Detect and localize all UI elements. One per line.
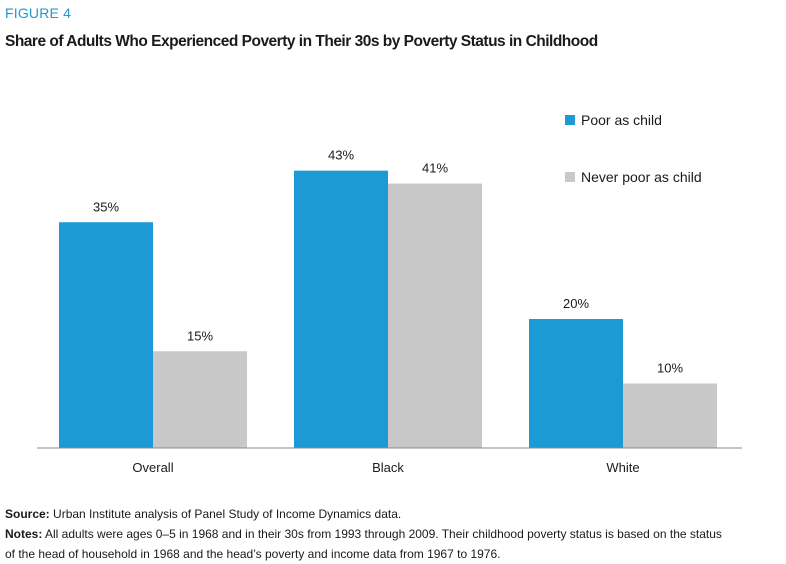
bar-black-poor (294, 170, 388, 448)
figure-label: FIGURE 4 (5, 5, 72, 21)
x-tick-label-overall: Overall (132, 460, 173, 475)
legend-label-poor: Poor as child (581, 112, 662, 128)
data-label-white-poor: 20% (563, 296, 589, 311)
chart-footer: Source: Urban Institute analysis of Pane… (5, 504, 785, 564)
notes-text-1: All adults were ages 0–5 in 1968 and in … (45, 527, 722, 541)
x-tick-label-white: White (606, 460, 639, 475)
notes-label: Notes: (5, 527, 43, 541)
bar-overall-poor (59, 222, 153, 448)
source-label: Source: (5, 507, 50, 521)
chart-title: Share of Adults Who Experienced Poverty … (5, 33, 598, 50)
legend-swatch-poor (565, 115, 575, 125)
data-label-overall-poor: 35% (93, 199, 119, 214)
bar-white-never-poor (623, 383, 717, 448)
source-line: Source: Urban Institute analysis of Pane… (5, 504, 785, 524)
notes-line-2: of the head of household in 1968 and the… (5, 547, 501, 561)
bar-white-poor (529, 319, 623, 448)
data-label-white-never-poor: 10% (657, 361, 683, 376)
data-label-black-never-poor: 41% (422, 161, 448, 176)
data-label-black-poor: 43% (328, 148, 354, 163)
data-label-overall-never-poor: 15% (187, 328, 213, 343)
bar-chart: 35% 15% Overall 43% 41% Black 20% 10% White (37, 148, 742, 475)
source-text: Urban Institute analysis of Panel Study … (53, 507, 402, 521)
legend-swatch-never-poor (565, 172, 575, 182)
x-tick-label-black: Black (372, 460, 404, 475)
legend-label-never-poor: Never poor as child (581, 169, 702, 185)
notes-line: Notes: All adults were ages 0–5 in 1968 … (5, 524, 785, 544)
bar-overall-never-poor (153, 351, 247, 448)
bar-black-never-poor (388, 183, 482, 449)
